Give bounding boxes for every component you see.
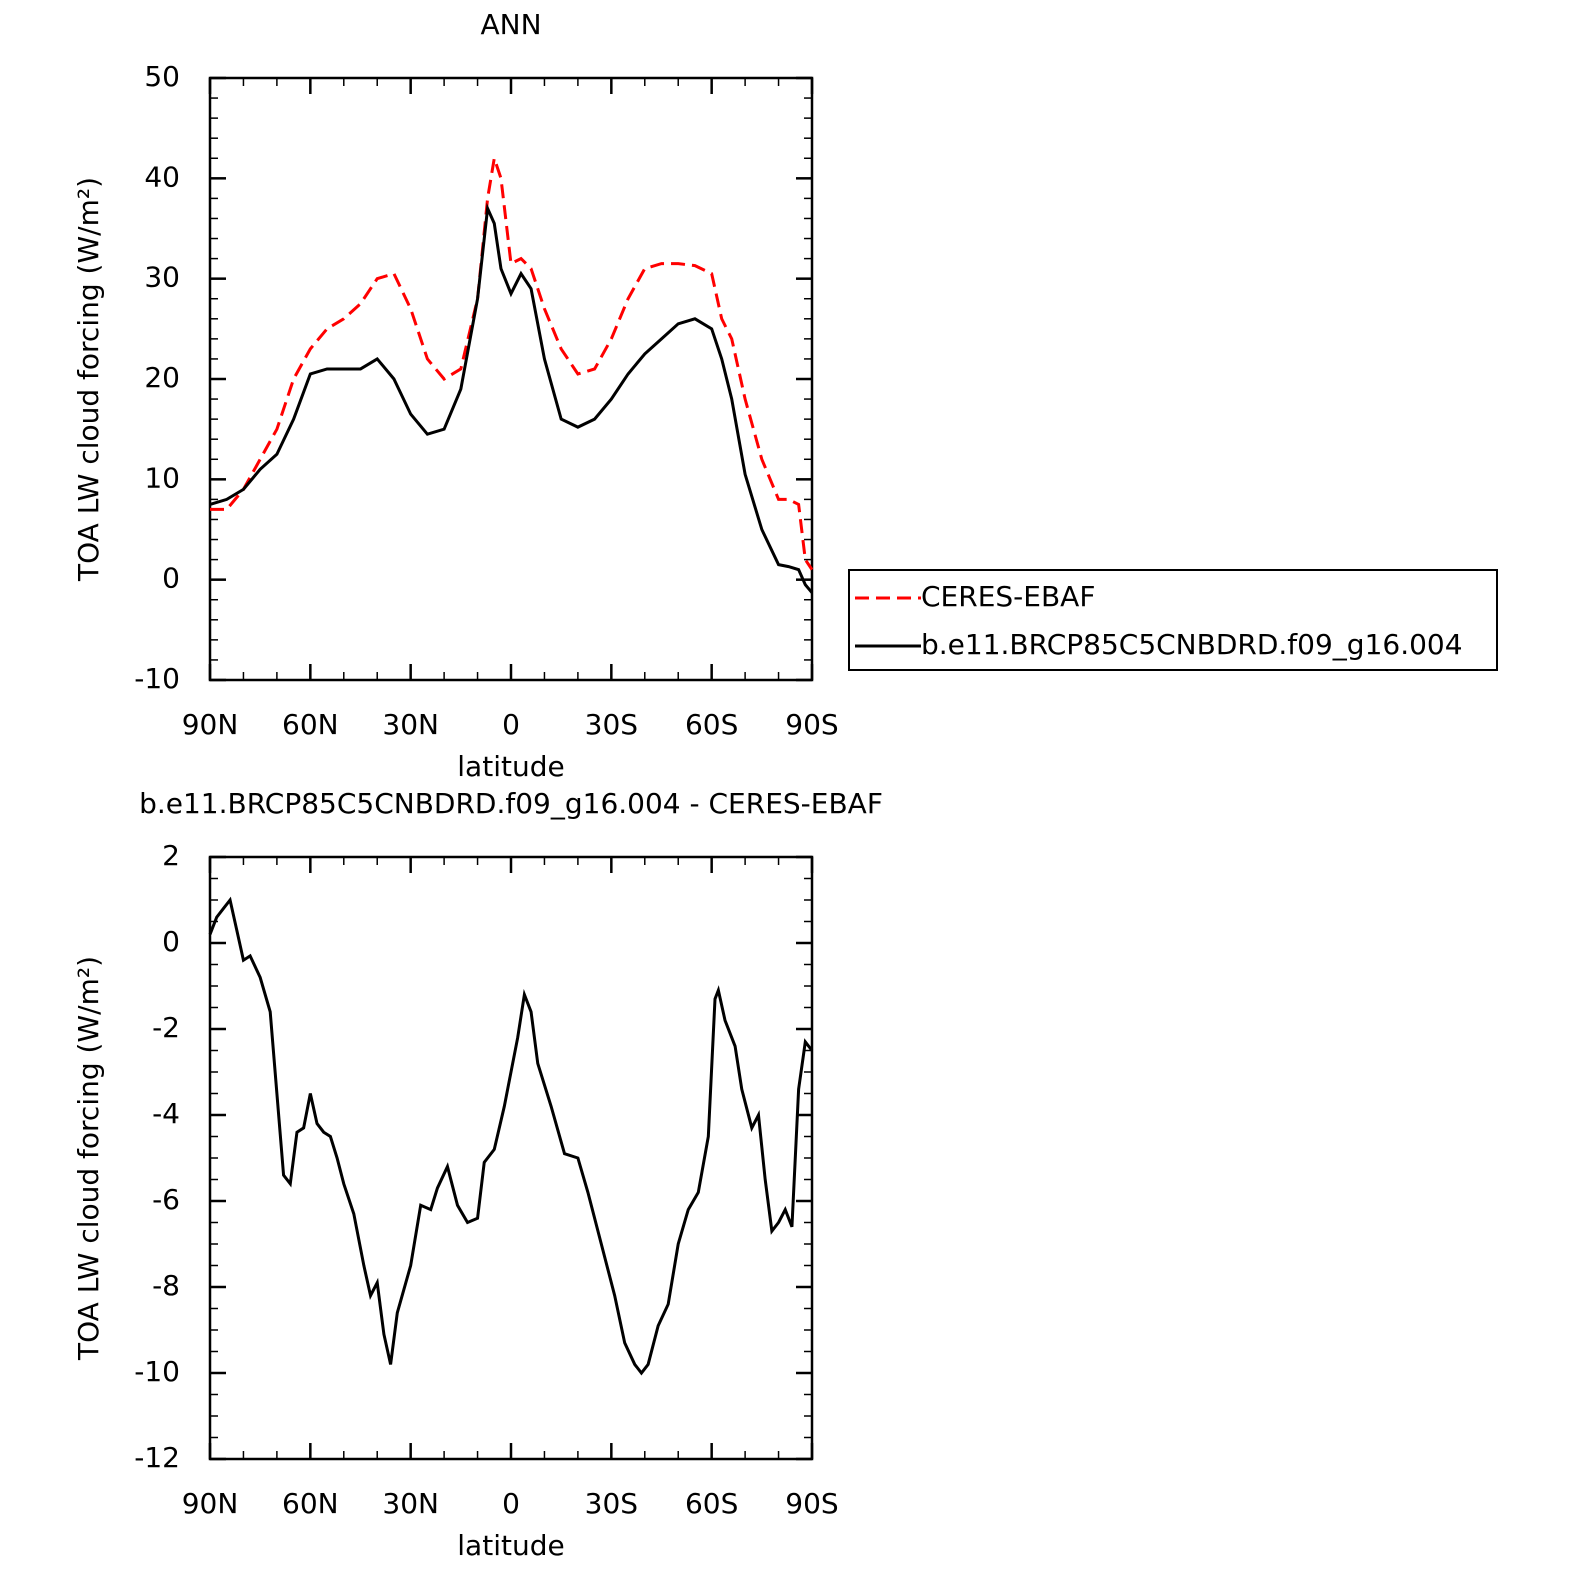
x-tick-label: 0: [502, 708, 520, 741]
x-tick-label: 30S: [585, 708, 638, 741]
y-tick-label: 20: [144, 361, 180, 394]
x-tick-label: 60N: [282, 708, 339, 741]
y-tick-label: 10: [144, 461, 180, 494]
y-tick-label: -12: [134, 1441, 180, 1474]
x-tick-label: 30N: [382, 708, 439, 741]
y-tick-label: -8: [152, 1269, 180, 1302]
y-tick-label: 0: [162, 562, 180, 595]
x-tick-label: 30S: [585, 1487, 638, 1520]
y-tick-label: 50: [144, 60, 180, 93]
y-tick-label: 2: [162, 839, 180, 872]
x-axis-label: latitude: [457, 1529, 564, 1562]
x-tick-label: 90N: [182, 708, 239, 741]
legend-box: [848, 569, 1498, 671]
x-tick-label: 90S: [785, 1487, 838, 1520]
y-tick-label: -6: [152, 1183, 180, 1216]
data-line: [209, 202, 814, 594]
y-tick-label: -2: [152, 1011, 180, 1044]
y-axis-label: TOA LW cloud forcing (W/m²): [72, 177, 105, 582]
legend-label: b.e11.BRCP85C5CNBDRD.f09_g16.004: [921, 628, 1463, 661]
plot-frame: [208, 855, 814, 1461]
x-axis-label: latitude: [457, 750, 564, 783]
x-tick-label: 30N: [382, 1487, 439, 1520]
x-tick-label: 90S: [785, 708, 838, 741]
x-tick-label: 60S: [685, 1487, 738, 1520]
y-tick-label: 0: [162, 925, 180, 958]
y-tick-label: 30: [144, 261, 180, 294]
y-tick-label: -10: [134, 1355, 180, 1388]
plot-frame: [208, 76, 814, 682]
data-line: [210, 157, 814, 571]
y-tick-label: -4: [152, 1097, 180, 1130]
chart-title: ANN: [480, 8, 541, 41]
y-tick-label: 40: [144, 160, 180, 193]
x-tick-label: 60S: [685, 708, 738, 741]
legend-label: CERES-EBAF: [921, 580, 1095, 613]
x-tick-label: 0: [502, 1487, 520, 1520]
x-tick-label: 90N: [182, 1487, 239, 1520]
data-line: [208, 896, 814, 1376]
y-axis-label: TOA LW cloud forcing (W/m²): [72, 956, 105, 1361]
y-tick-label: -10: [134, 662, 180, 695]
chart-title: b.e11.BRCP85C5CNBDRD.f09_g16.004 - CERES…: [139, 787, 883, 820]
x-tick-label: 60N: [282, 1487, 339, 1520]
